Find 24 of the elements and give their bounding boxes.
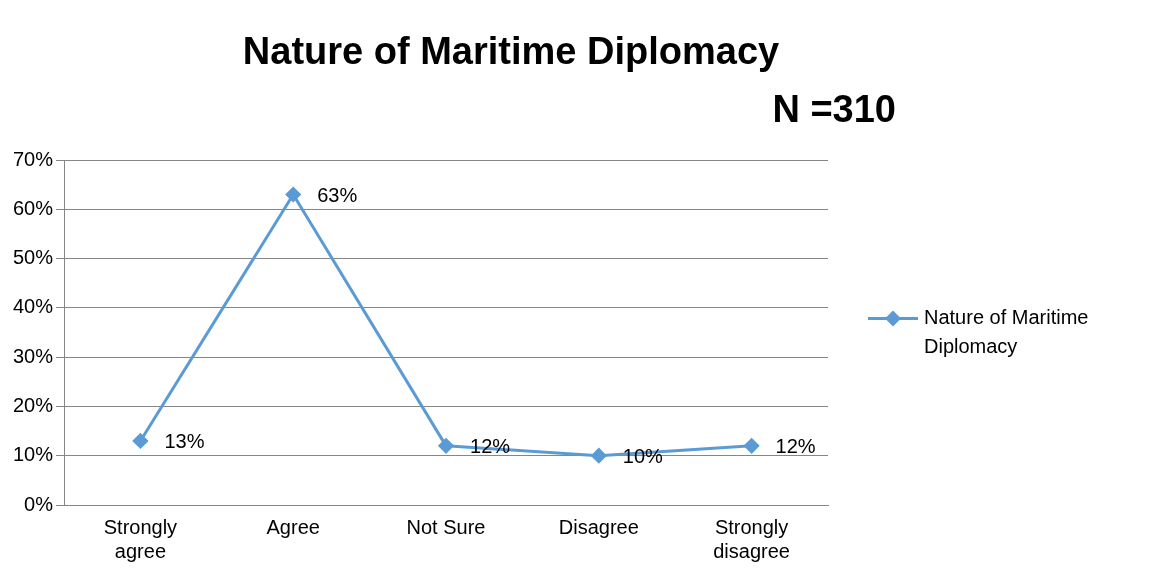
y-tick-label: 50% (13, 246, 54, 269)
x-tick-label: Agree (266, 515, 320, 538)
y-tick-label: 20% (13, 393, 54, 416)
y-tick-label: 60% (13, 196, 54, 219)
data-label: 12% (775, 435, 816, 458)
point (132, 433, 148, 449)
y-tick-label: 70% (13, 147, 54, 170)
chart-title: Nature of Maritime Diplomacy (242, 30, 780, 73)
point (591, 448, 607, 464)
data-label: 63% (317, 184, 358, 207)
y-tick-label: 0% (24, 492, 54, 515)
point (285, 187, 301, 202)
point (744, 438, 760, 454)
x-tick-label: Not Sure (406, 515, 486, 538)
x-tick-label: Strongly disagree (713, 515, 790, 562)
x-tick-label: Strongly agree (103, 515, 178, 562)
chart-subtitle: N =310 (772, 88, 896, 131)
data-label: 13% (164, 430, 205, 453)
y-tick-label: 40% (13, 295, 54, 318)
y-tick-label: 30% (13, 344, 54, 367)
point (438, 438, 454, 454)
x-tick-label: Disagree (558, 515, 639, 538)
y-tick-label: 10% (13, 443, 54, 466)
legend-label: Nature of Maritime Diplomacy (924, 306, 1089, 358)
